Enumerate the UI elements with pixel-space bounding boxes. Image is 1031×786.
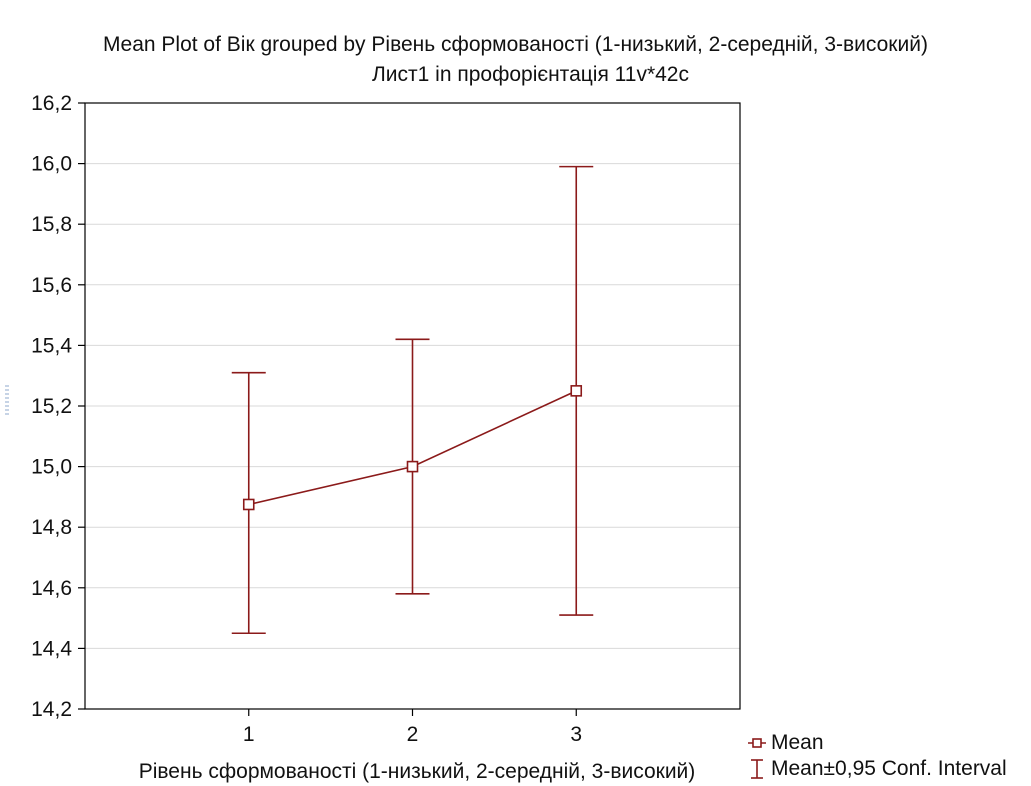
y-tick-label: 15,2: [31, 395, 72, 418]
y-tick-label: 14,8: [31, 516, 72, 539]
legend-mean-marker-icon: [748, 738, 766, 748]
x-tick-label: 3: [570, 723, 582, 746]
legend-ci-whisker-icon: [751, 759, 763, 779]
legend-item-mean: Mean: [747, 731, 824, 755]
mean-point: [406, 460, 419, 473]
edge-marker: [5, 385, 9, 415]
y-tick-label: 16,2: [31, 92, 72, 115]
y-tick-label: 14,2: [31, 698, 72, 721]
y-tick-label: 15,4: [31, 334, 72, 357]
x-axis-ticks: 1 2 3: [243, 709, 582, 746]
chart-title: Mean Plot of Вік grouped by Рівень сформ…: [103, 33, 928, 56]
grid-lines: [85, 163, 740, 649]
y-axis-ticks: 14,2 14,4 14,6 14,8 15,0 15,2 15,4 15,6 15,8 16,0…: [31, 92, 85, 721]
x-tick-label: 2: [407, 723, 419, 746]
series-mean: [231, 165, 594, 635]
y-tick-label: 15,0: [31, 456, 72, 479]
y-tick-label: 16,0: [31, 153, 72, 176]
mean-point: [570, 385, 583, 397]
y-tick-label: 14,4: [31, 637, 72, 660]
legend-ci-label: Mean±0,95 Conf. Interval: [771, 757, 1007, 780]
y-tick-label: 14,6: [31, 577, 72, 600]
y-tick-label: 15,8: [31, 213, 72, 236]
x-axis-label: Рівень сформованості (1-низький, 2-серед…: [138, 760, 696, 783]
x-tick-label: 1: [243, 723, 255, 746]
plot-frame: [84, 102, 741, 710]
mean-point: [242, 498, 255, 511]
y-tick-label: 15,6: [31, 274, 72, 297]
chart-subtitle: Лист1 in профорієнтація 11v*42c: [372, 63, 689, 86]
legend-item-ci: Mean±0,95 Conf. Interval: [747, 757, 1007, 781]
legend-mean-label: Mean: [771, 731, 824, 754]
